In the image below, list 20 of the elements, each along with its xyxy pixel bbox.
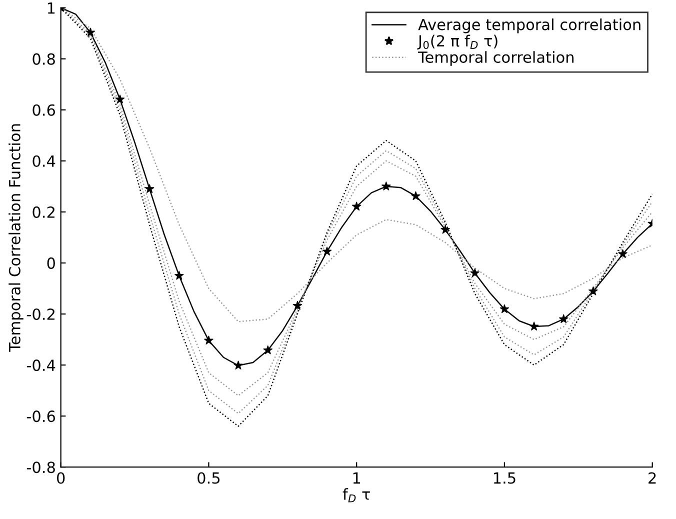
- y-tick-label: -0.6: [26, 410, 56, 422]
- y-tick-label: 0.4: [32, 155, 56, 167]
- y-tick-label: -0.2: [26, 308, 54, 320]
- y-tick-label: 0.2: [32, 206, 54, 218]
- y-axis-title: Temporal Correlation Function: [8, 124, 24, 352]
- x-tick-label: 1.5: [494, 472, 516, 484]
- x-tick-label: 1: [353, 472, 360, 484]
- y-tick-label: 0.8: [32, 53, 55, 65]
- x-tick-label: 0: [56, 472, 65, 484]
- y-tick-label: 0: [47, 257, 55, 269]
- legend-label: Temporal correlation: [418, 51, 574, 66]
- y-tick-label: 1: [48, 2, 55, 14]
- y-tick-label: -0.8: [26, 462, 55, 474]
- x-tick-label: 2: [648, 472, 656, 484]
- x-tick-label: 0.5: [198, 472, 220, 484]
- legend-label: J$_{0}$(2 π f$_{D}$ τ): [417, 34, 498, 50]
- y-tick-label: 0.6: [32, 104, 56, 116]
- legend-label: Average temporal correlation: [418, 18, 640, 34]
- x-axis-title: f$_{D}$ τ: [342, 488, 370, 502]
- y-tick-label: -0.4: [26, 359, 56, 372]
